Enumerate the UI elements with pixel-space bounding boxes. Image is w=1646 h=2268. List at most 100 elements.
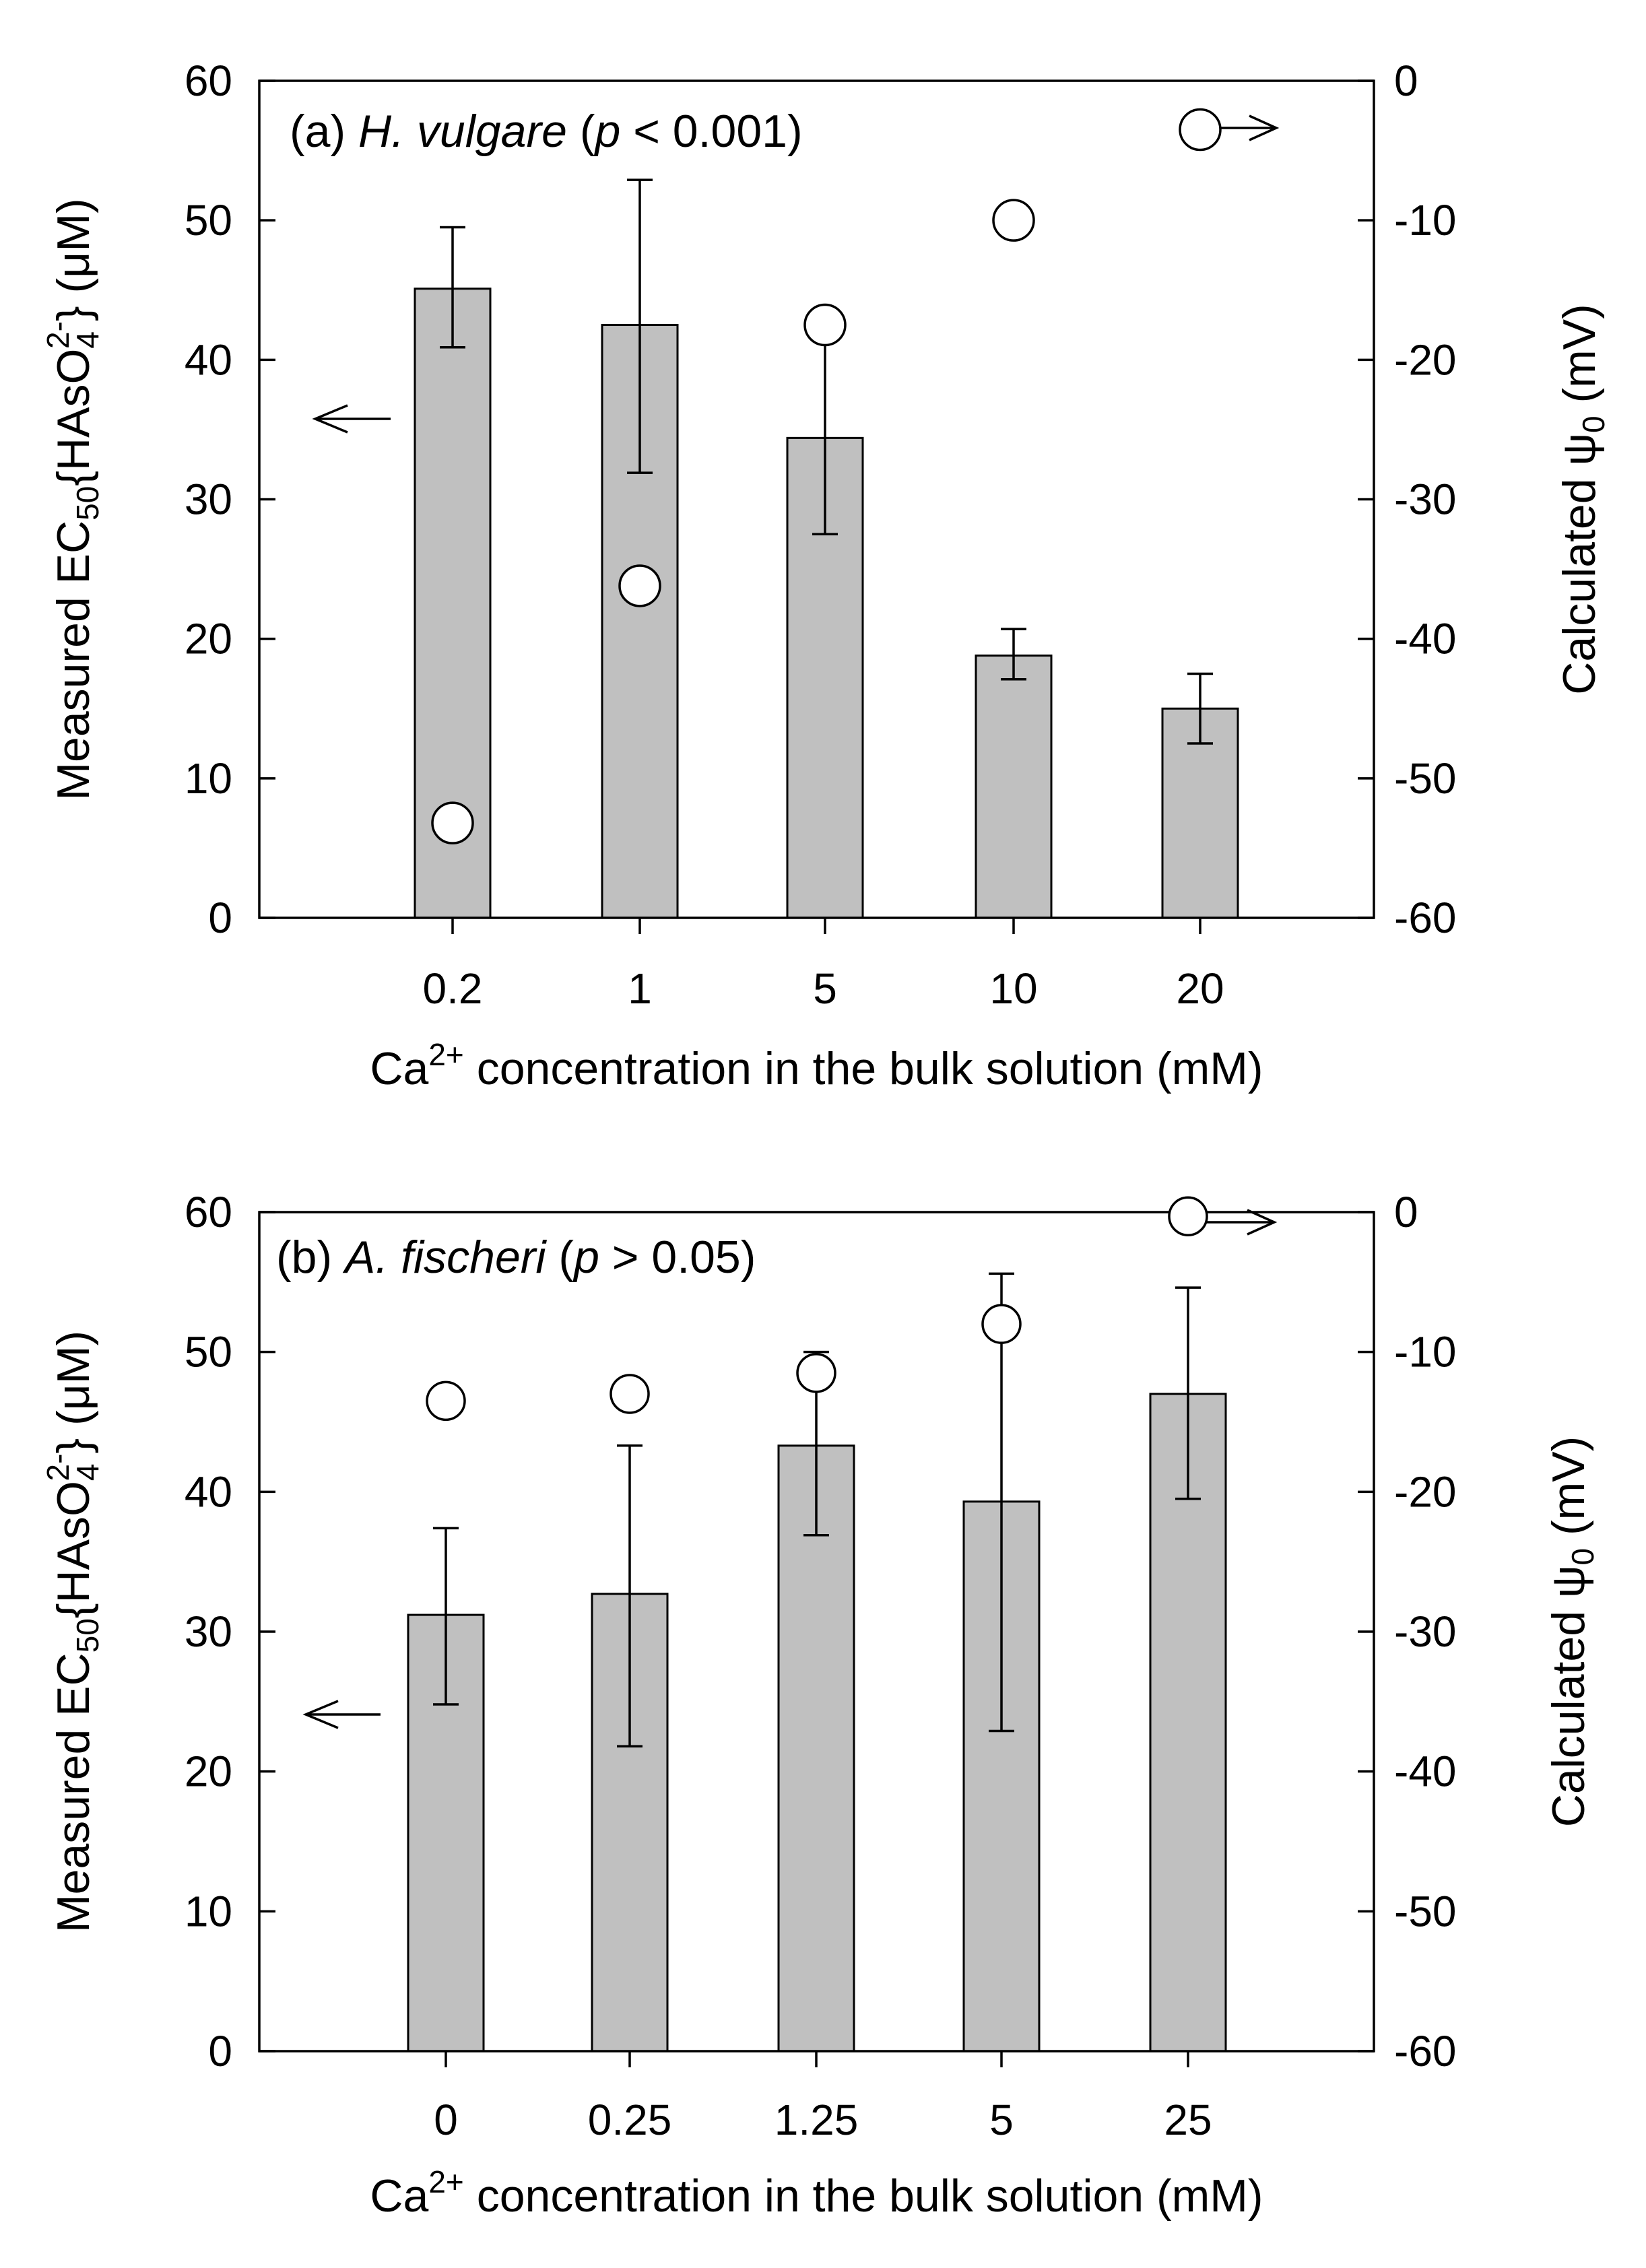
y-tick-label: 40	[185, 1467, 232, 1516]
p-symbol: p	[593, 106, 620, 157]
y-tick-label: 30	[185, 475, 232, 524]
y-title-end: } (μM)	[48, 198, 99, 321]
y-tick-label: 0	[208, 894, 232, 942]
y-tick-label: 40	[185, 335, 232, 384]
x-title-main: Ca	[370, 1043, 428, 1094]
y-title-main: Measured EC	[48, 521, 99, 801]
y-title-sup: 2-	[40, 1454, 75, 1481]
x-tick-label: 0.25	[588, 2096, 672, 2144]
x-title-sup: 2+	[428, 2164, 463, 2199]
left-axis-arrowhead	[312, 404, 348, 434]
x-tick-label: 10	[989, 964, 1037, 1013]
x-tick-label: 20	[1176, 964, 1224, 1013]
bar	[1161, 707, 1239, 919]
y-title-sub: 50	[70, 486, 105, 521]
y2-title-sub: 0	[1565, 1548, 1600, 1566]
left-axis-arrowhead	[302, 1700, 339, 1729]
species-name: H. vulgare	[358, 106, 567, 157]
x-title-end: concentration in the bulk solution (mM)	[464, 1043, 1263, 1094]
y-title-main: Measured EC	[48, 1653, 99, 1933]
p-open: (	[546, 1232, 574, 1283]
y-title-sup: 2-	[40, 321, 75, 349]
x-axis-title: Ca2+ concentration in the bulk solution …	[370, 1037, 1263, 1094]
y2-tick-label: -60	[1394, 894, 1457, 942]
p-symbol: p	[572, 1232, 599, 1283]
psi-point	[1179, 108, 1222, 152]
y2-title-end: (mV)	[1554, 304, 1605, 415]
y-title-sub2: 4	[70, 1464, 105, 1481]
y-title-brace: {HAsO	[48, 1481, 99, 1618]
psi-point	[618, 564, 661, 607]
p-value: > 0.05)	[599, 1232, 756, 1283]
psi-point	[981, 1304, 1022, 1344]
right-axis-arrowhead	[1247, 1209, 1278, 1236]
y2-tick-label: -50	[1394, 754, 1457, 803]
x-tick-label: 5	[813, 964, 837, 1013]
x-axis-title: Ca2+ concentration in the bulk solution …	[370, 2164, 1263, 2222]
y2-tick-label: -40	[1394, 1747, 1457, 1796]
y2-title-main: Calculated ψ	[1543, 1566, 1594, 1828]
y-tick-label: 10	[185, 1887, 232, 1935]
x-tick-label: 0	[434, 2096, 458, 2144]
x-title-main: Ca	[370, 2170, 428, 2222]
y-tick-label: 60	[185, 57, 232, 105]
y-tick-label: 30	[185, 1607, 232, 1656]
y2-tick-label: 0	[1394, 57, 1418, 105]
x-tick-label: 0.2	[423, 964, 483, 1013]
y2-tick-label: -30	[1394, 475, 1457, 524]
y2-tick-label: -20	[1394, 335, 1457, 384]
panel-letter: (a)	[290, 106, 358, 157]
psi-point	[992, 199, 1035, 242]
y2-tick-label: -10	[1394, 1328, 1457, 1376]
panel-letter: (b)	[276, 1232, 345, 1283]
y2-title-main: Calculated ψ	[1554, 433, 1605, 695]
panel-label: (a) H. vulgare (p < 0.001)	[290, 106, 803, 157]
x-title-end: concentration in the bulk solution (mM)	[464, 2170, 1263, 2222]
y2-tick-label: -50	[1394, 1887, 1457, 1935]
x-tick-label: 5	[989, 2096, 1014, 2144]
p-open: (	[567, 106, 595, 157]
y-tick-label: 50	[185, 1328, 232, 1376]
psi-point	[803, 303, 847, 347]
y2-tick-label: -10	[1394, 196, 1457, 244]
y2-tick-label: -60	[1394, 2027, 1457, 2075]
psi-point	[431, 801, 474, 844]
y-tick-label: 20	[185, 615, 232, 663]
y2-tick-label: 0	[1394, 1188, 1418, 1236]
y-title-brace: {HAsO	[48, 349, 99, 486]
y-title-sub2: 4	[70, 331, 105, 349]
y-tick-label: 20	[185, 1747, 232, 1796]
psi-point	[610, 1374, 650, 1414]
x-tick-label: 25	[1164, 2096, 1212, 2144]
y-tick-label: 50	[185, 196, 232, 244]
right-axis-arrowhead	[1249, 114, 1280, 141]
y2-axis-title: Calculated ψ0 (mV)	[1543, 1436, 1600, 1827]
x-tick-label: 1	[628, 964, 652, 1013]
y-title-end: } (μM)	[48, 1331, 99, 1454]
species-name: A. fischeri	[342, 1232, 547, 1283]
y2-axis-title: Calculated ψ0 (mV)	[1554, 304, 1611, 694]
psi-point	[426, 1380, 466, 1422]
p-value: < 0.001)	[620, 106, 802, 157]
psi-point	[1168, 1196, 1208, 1236]
y-axis-title: Measured EC50{HAsO42-} (μM)	[40, 198, 105, 800]
y2-tick-label: -30	[1394, 1607, 1457, 1656]
y-axis-title: Measured EC50{HAsO42-} (μM)	[40, 1331, 105, 1933]
x-tick-label: 1.25	[775, 2096, 859, 2144]
psi-point	[796, 1353, 836, 1393]
y-title-sub: 50	[70, 1618, 105, 1653]
bar	[777, 1444, 855, 2053]
y-tick-label: 60	[185, 1188, 232, 1236]
y2-tick-label: -20	[1394, 1467, 1457, 1516]
x-title-sup: 2+	[428, 1037, 463, 1072]
y-tick-label: 0	[208, 2027, 232, 2075]
bar	[975, 655, 1053, 919]
y2-title-end: (mV)	[1543, 1436, 1594, 1548]
y2-tick-label: -40	[1394, 615, 1457, 663]
y2-title-sub: 0	[1576, 415, 1611, 433]
panel-label: (b) A. fischeri (p > 0.05)	[276, 1232, 756, 1283]
y-tick-label: 10	[185, 754, 232, 803]
